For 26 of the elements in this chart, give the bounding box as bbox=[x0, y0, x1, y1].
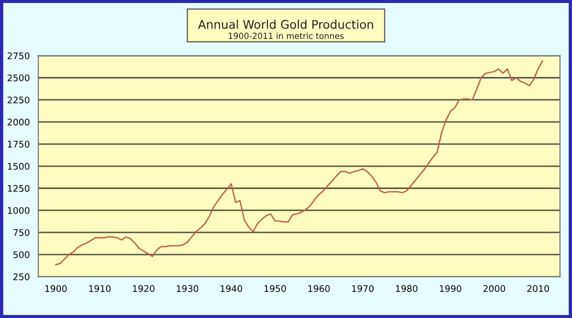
y-tick-label: 250 bbox=[13, 273, 30, 280]
y-tick-label: 2750 bbox=[8, 52, 30, 60]
x-tick-label: 1930 bbox=[176, 285, 198, 292]
y-tick-label: 750 bbox=[14, 229, 30, 236]
x-tick-label: 1950 bbox=[264, 285, 286, 292]
x-tick-label: 1920 bbox=[133, 285, 154, 292]
x-tick-label: 1900 bbox=[45, 285, 67, 292]
y-tick-label: 1000 bbox=[8, 207, 30, 214]
y-tick-label: 2500 bbox=[8, 74, 30, 82]
y-tick-label: 500 bbox=[13, 251, 30, 258]
x-tick-label: 2000 bbox=[483, 285, 506, 292]
y-tick-label: 2250 bbox=[8, 96, 30, 104]
line-series bbox=[55, 60, 544, 266]
x-tick-label: 1910 bbox=[89, 285, 111, 292]
x-tick-label: 1960 bbox=[308, 285, 330, 292]
chart-title: Annual World Gold Production bbox=[198, 20, 374, 29]
x-tick-label: 1980 bbox=[396, 285, 418, 292]
y-tick-label: 1500 bbox=[8, 162, 30, 170]
y-tick-label: 1250 bbox=[8, 184, 30, 192]
x-tick-label: 1940 bbox=[220, 285, 242, 292]
x-tick-label: 1990 bbox=[440, 285, 462, 292]
y-tick-label: 2000 bbox=[8, 118, 30, 126]
x-tick-label: 1970 bbox=[352, 285, 374, 292]
chart-subtitle: 1900-2011 in metric tonnes bbox=[228, 32, 344, 39]
x-tick-label: 2010 bbox=[527, 285, 549, 292]
y-tick-label: 1750 bbox=[8, 140, 30, 148]
